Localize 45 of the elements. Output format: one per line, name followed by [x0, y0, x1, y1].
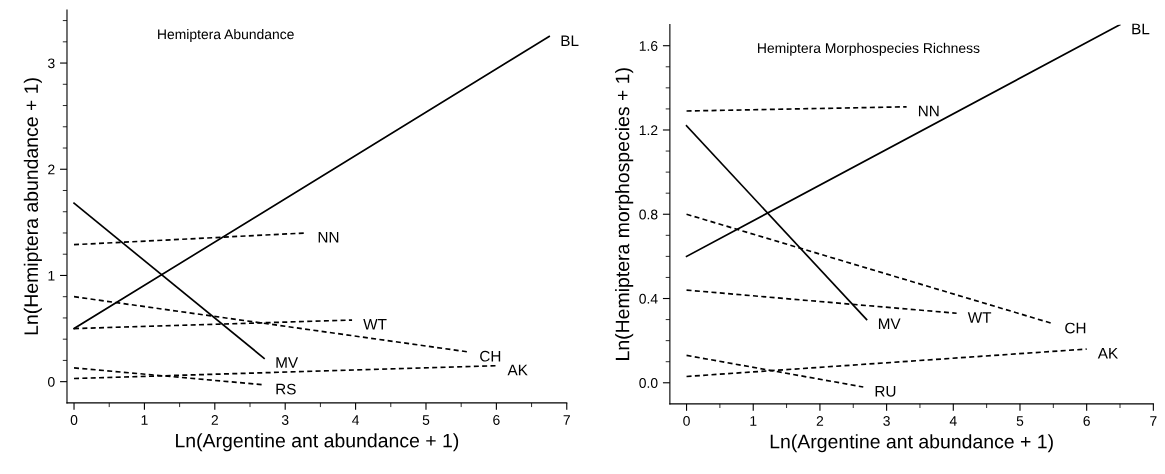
y-tick-label: 0.8 — [639, 209, 658, 220]
y-tick-label: 1.6 — [639, 41, 658, 51]
y-axis-title: Ln(Hemiptera morphospecies + 1) — [615, 68, 634, 360]
series-label: AK — [507, 364, 528, 376]
x-tick-label: 5 — [1016, 416, 1024, 426]
series-label: MV — [878, 318, 901, 330]
series-label: RU — [875, 385, 896, 397]
x-tick-label: 7 — [563, 415, 570, 425]
series-label: MV — [276, 357, 299, 368]
y-tick-label: 0.0 — [639, 378, 658, 388]
x-tick-label: 7 — [1150, 416, 1157, 426]
y-tick-label: 3 — [47, 58, 55, 69]
series-label: BL — [1132, 23, 1150, 35]
series-label: WT — [363, 319, 387, 330]
x-tick-label: 2 — [211, 415, 218, 425]
x-tick-label: 5 — [422, 415, 430, 425]
series-label: RS — [276, 383, 296, 395]
y-tick-label: 1.2 — [639, 125, 658, 136]
y-tick-label: 0.4 — [639, 293, 658, 304]
text: Hemiptera Morphospecies Richness — [758, 42, 980, 56]
x-tick-label: 1 — [141, 415, 148, 425]
series-label: CH — [1065, 322, 1086, 334]
x-tick-label: 3 — [281, 415, 289, 425]
series-label: CH — [480, 350, 501, 362]
x-tick-label: 3 — [883, 416, 890, 426]
x-axis-title: Ln(Argentine ant abundance + 1) — [770, 434, 1053, 453]
x-tick-label: 0 — [70, 415, 78, 425]
x-tick-label: 6 — [1083, 416, 1090, 426]
y-axis-title: Ln(Hemiptera abundance + 1) — [23, 78, 42, 335]
x-tick-label: 4 — [352, 415, 360, 425]
x-tick-label: 0 — [683, 416, 690, 426]
x-tick-label: 6 — [493, 415, 500, 425]
y-tick-label: 0 — [48, 376, 55, 387]
series-label: WT — [967, 312, 992, 323]
text: Hemiptera Abundance — [158, 29, 294, 42]
x-tick-label: 1 — [750, 416, 757, 426]
x-axis-title: Ln(Argentine ant abundance + 1) — [176, 433, 459, 452]
series-label: BL — [561, 35, 579, 47]
series-label: AK — [1097, 348, 1118, 359]
series-label: NN — [918, 105, 939, 117]
x-tick-label: 4 — [949, 416, 957, 426]
y-tick-label: 1 — [48, 270, 55, 281]
x-tick-label: 2 — [816, 416, 824, 426]
y-tick-label: 2 — [48, 164, 55, 175]
series-label: NN — [318, 231, 339, 243]
